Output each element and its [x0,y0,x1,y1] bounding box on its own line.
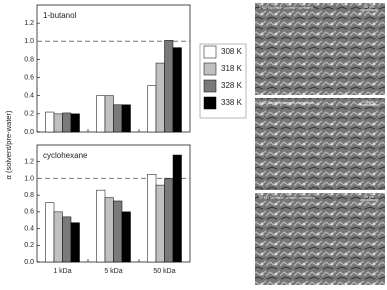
bar [172,154,182,263]
scale-label: 10 µm [364,5,374,9]
bar [113,104,123,133]
bar [121,211,131,263]
bar [45,202,55,263]
y-tick-label: 1.2 [24,159,34,166]
sem-image [255,193,385,285]
image-caption: 5 KD Sterlitech ceramic membrane [259,101,313,105]
legend-swatch [203,45,217,59]
y-tick-label: 0.6 [24,209,34,216]
bar [96,189,106,263]
y-tick-label: 0.8 [24,56,34,63]
sem-images: 1 KD Sterlitech ceramic membrane 10 µm 5… [255,3,385,285]
y-tick-label: 0.0 [24,129,34,136]
y-tick-label: 1.0 [24,38,34,45]
legend-label: 318 K [221,64,243,73]
bar [172,47,182,133]
y-tick-label: 0.2 [24,242,34,249]
x-tick-label: 1 kDa [53,268,71,275]
bar [53,211,63,263]
y-tick-label: 0.0 [24,259,34,266]
x-tick-label: 50 kDa [153,268,175,275]
y-tick-label: 0.8 [24,192,34,199]
image-caption: 50 KD Sterlitech ceramic membrane [259,196,315,200]
bar [70,222,80,263]
bar [164,178,174,263]
bar [45,111,55,133]
bar [121,104,131,133]
bar [70,113,80,133]
legend-swatch [203,96,217,110]
y-tick-label: 1.2 [24,20,34,27]
bar [147,85,157,133]
y-tick-label: 0.2 [24,111,34,118]
chart-title: cyclohexane [43,151,88,160]
scale-label: 10 µm [364,195,374,199]
legend-label: 328 K [221,81,243,90]
bar [113,200,123,263]
bar [155,62,165,133]
bar [53,113,63,133]
bar [147,174,157,263]
y-axis-label: α (solvent/pre-water) [4,110,13,179]
y-tick-label: 0.4 [24,225,34,232]
legend-label: 308 K [221,47,243,56]
bar [155,184,165,263]
legend-swatch [203,79,217,93]
bar [104,95,114,133]
sem-image [255,98,385,190]
x-tick-label: 5 kDa [104,268,122,275]
y-tick-label: 0.4 [24,93,34,100]
sem-image [255,3,385,95]
legend-swatch [203,62,217,76]
bar [62,112,72,133]
bar [96,95,106,133]
y-tick-label: 0.6 [24,74,34,81]
bar [62,216,72,263]
bar [164,40,174,133]
bar [104,197,114,263]
image-caption: 1 KD Sterlitech ceramic membrane [259,6,313,10]
legend-label: 338 K [221,98,243,107]
y-tick-label: 1.0 [24,175,34,182]
chart-title: 1-butanol [43,11,77,20]
scale-label: 10 µm [364,100,374,104]
